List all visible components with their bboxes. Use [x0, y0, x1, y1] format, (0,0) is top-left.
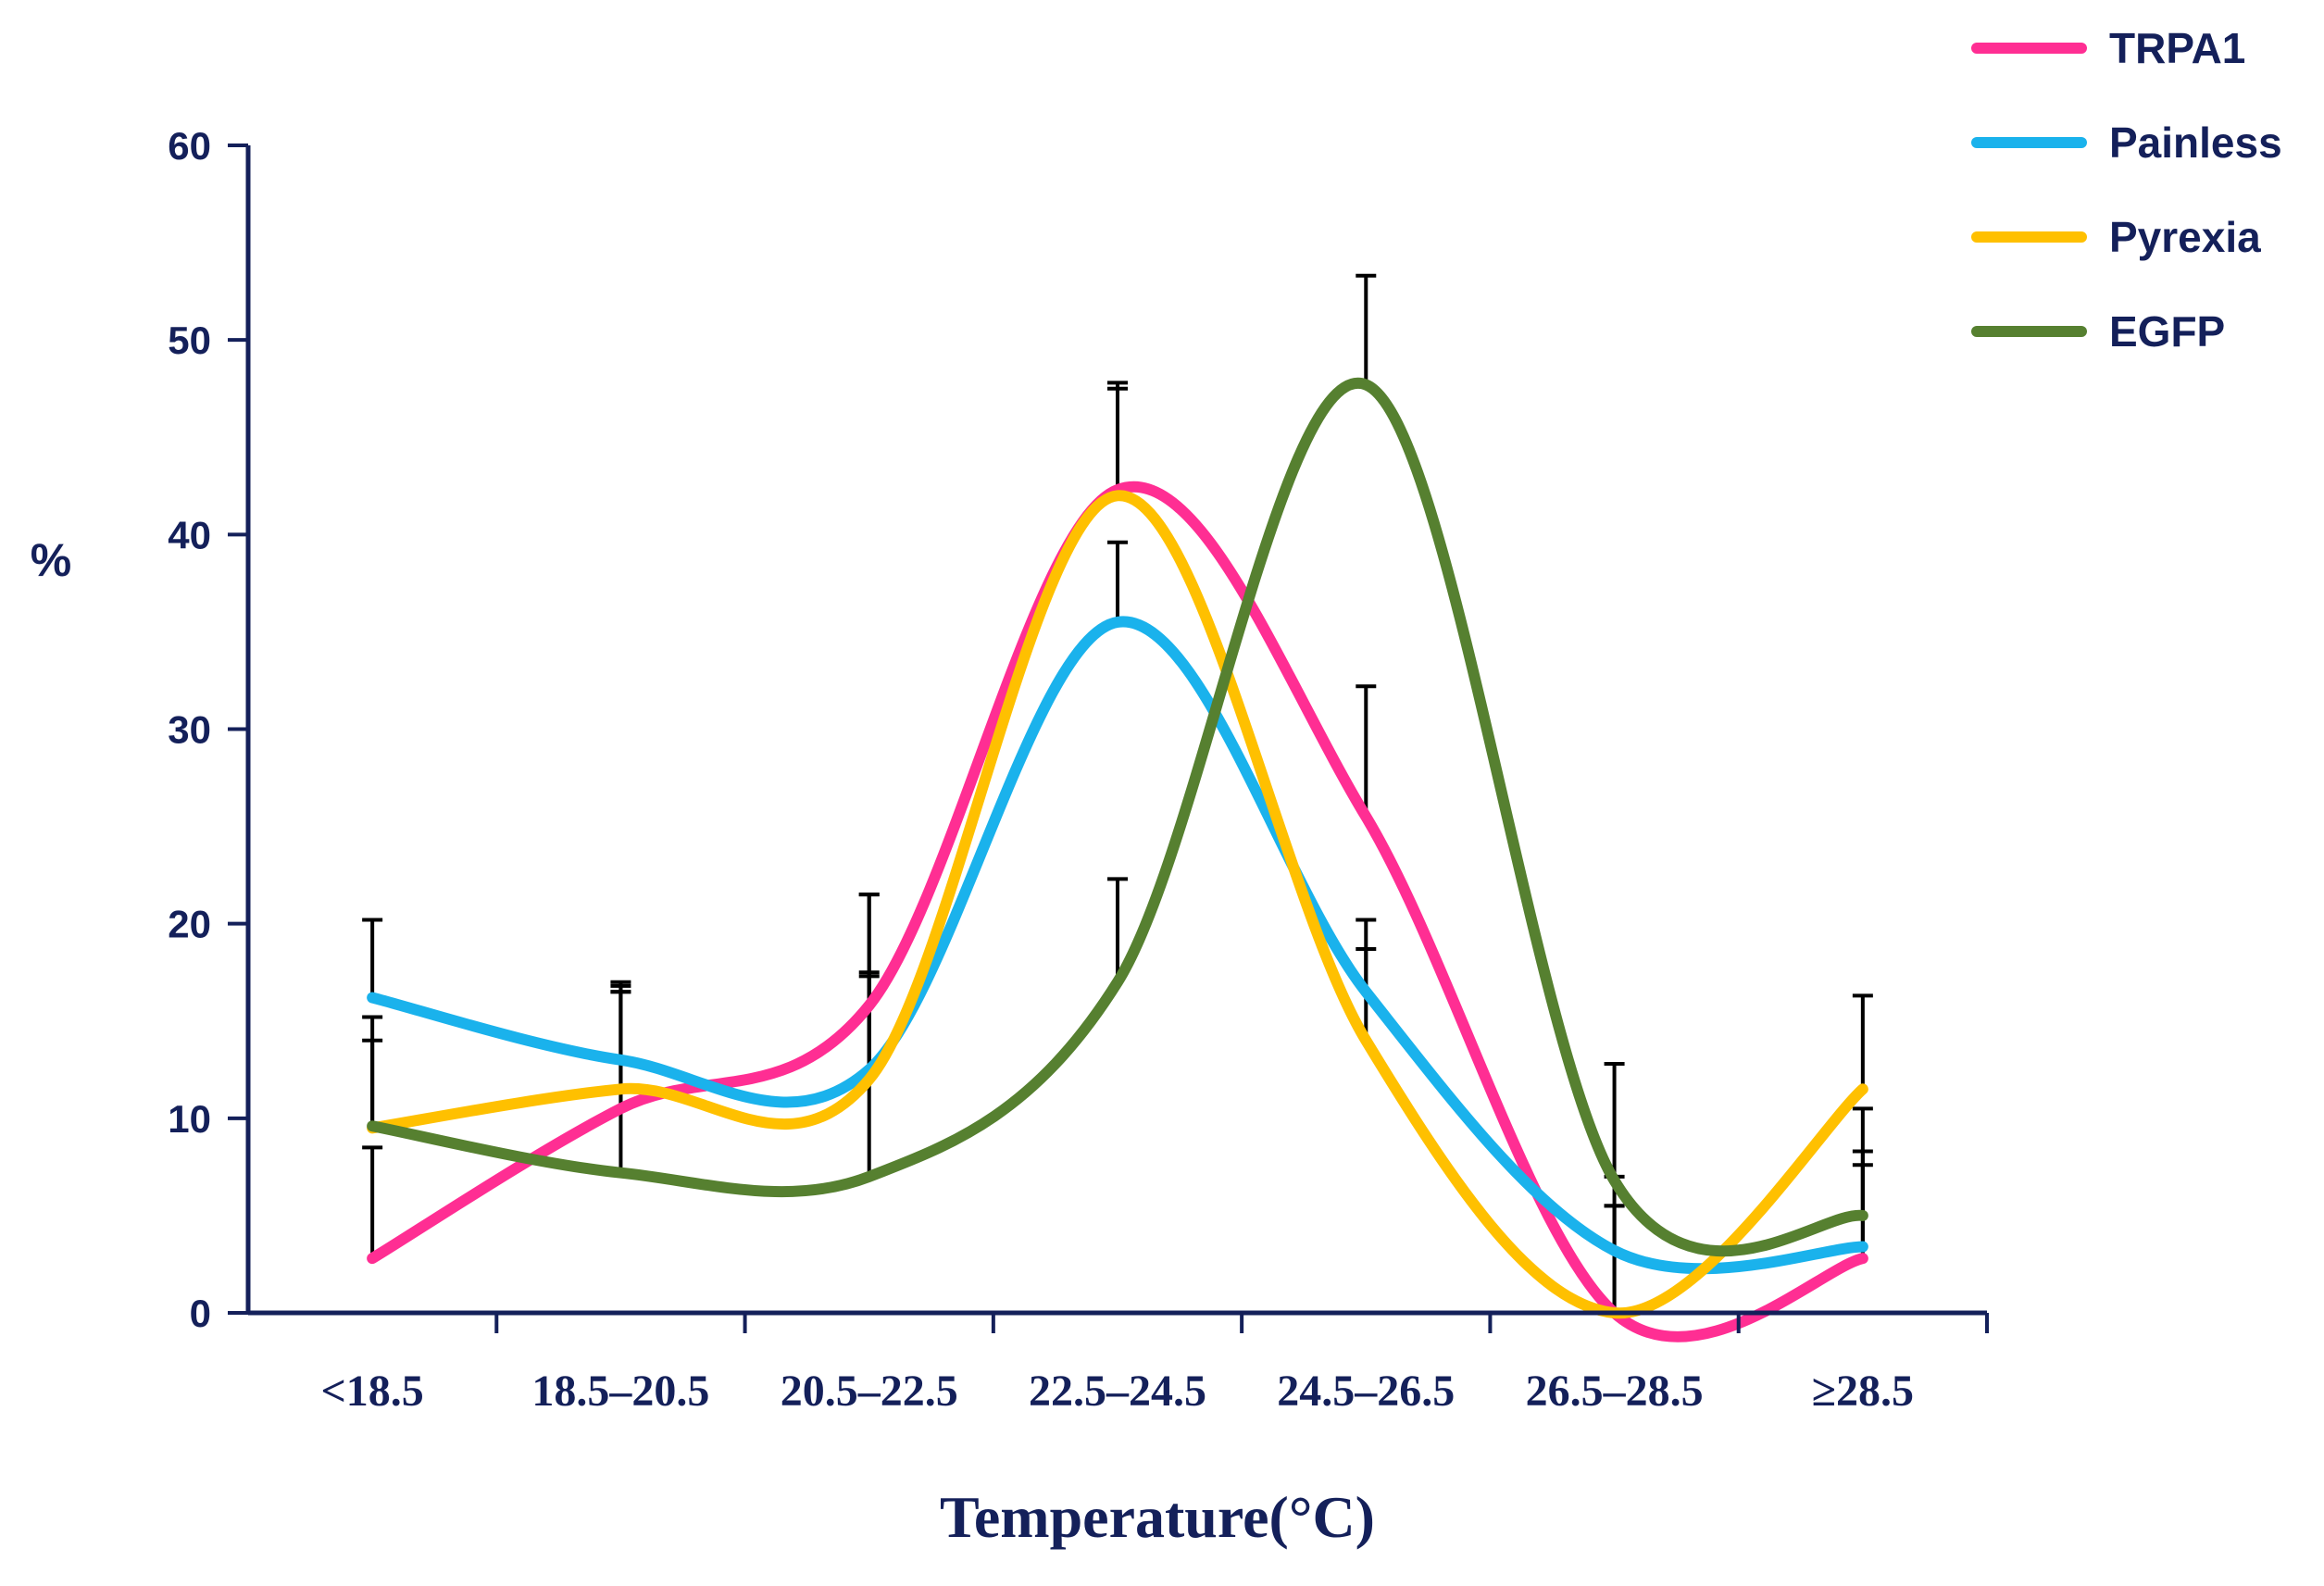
- y-tick-label: 30: [168, 708, 211, 752]
- series-lines: [367, 377, 1868, 1342]
- y-tick-label: 50: [168, 318, 211, 362]
- legend-label-egfp: EGFP: [2109, 307, 2225, 356]
- y-tick-label: 20: [168, 903, 211, 946]
- x-tick-label: 20.5–22.5: [781, 1367, 958, 1416]
- y-ticks: 0 10 20 30 40 50 60: [168, 124, 248, 1335]
- series-line-pyrexia: [367, 490, 1868, 1319]
- series-line-painless: [367, 616, 1868, 1275]
- error-bars: [362, 273, 1873, 1313]
- x-ticks: <18.5 18.5–20.5 20.5–22.5 22.5–24.5 24.5–26.…: [320, 1313, 1989, 1416]
- legend-label-painless: Painless: [2109, 119, 2282, 167]
- x-tick-label: 26.5–28.5: [1526, 1367, 1704, 1416]
- legend: TRPA1 Painless Pyrexia EGFP: [1971, 24, 2282, 356]
- x-tick-label: <18.5: [320, 1367, 423, 1416]
- y-tick-label: 40: [168, 513, 211, 556]
- y-tick-label: 60: [168, 124, 211, 168]
- x-axis-title: Temperature(°C): [940, 1484, 1375, 1550]
- y-tick-label: 10: [168, 1097, 211, 1141]
- x-tick-label: 24.5–26.5: [1277, 1367, 1455, 1416]
- y-tick-label: 0: [190, 1292, 211, 1335]
- x-tick-label: 22.5–24.5: [1029, 1367, 1206, 1416]
- legend-label-trpa1: TRPA1: [2109, 24, 2245, 72]
- x-tick-label: 18.5–20.5: [531, 1367, 709, 1416]
- series-line-egfp: [367, 377, 1868, 1257]
- legend-label-pyrexia: Pyrexia: [2109, 213, 2261, 261]
- axes: [245, 145, 1987, 1316]
- x-tick-label: ≥28.5: [1812, 1367, 1914, 1416]
- y-axis-label: %: [31, 534, 71, 586]
